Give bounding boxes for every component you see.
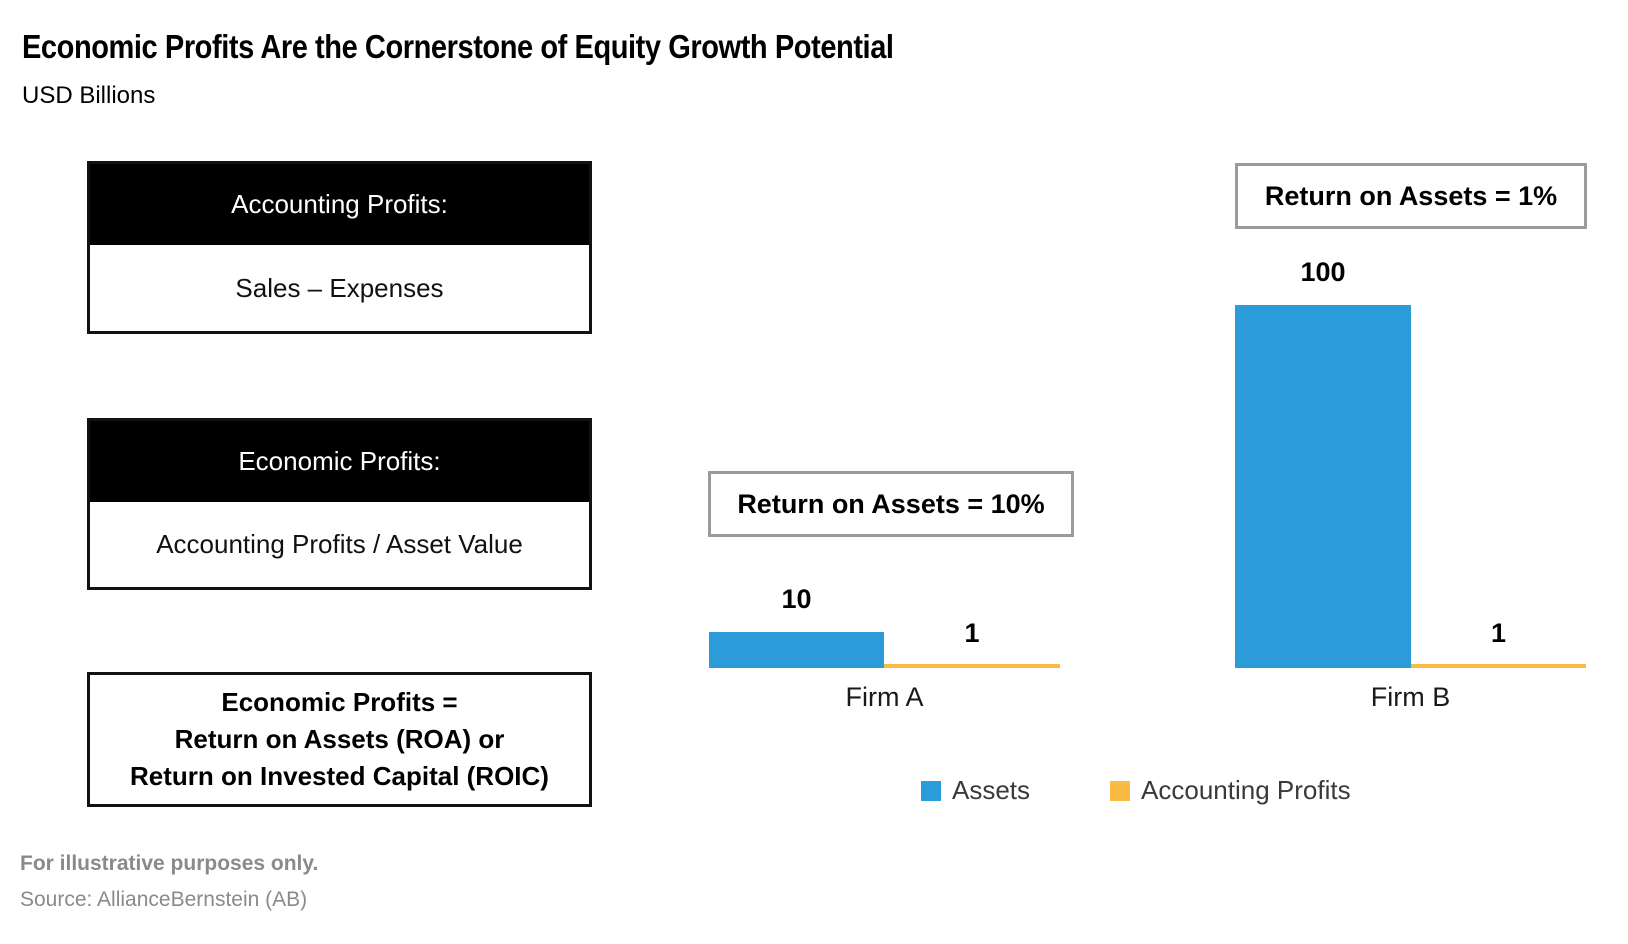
legend-label: Accounting Profits	[1141, 775, 1351, 805]
bar-firm-a-accounting-profits	[884, 664, 1060, 668]
definition-box-economic-profits: Economic Profits: Accounting Profits / A…	[87, 418, 592, 590]
illustrative-note: For illustrative purposes only.	[20, 852, 319, 875]
definition-header: Economic Profits:	[90, 421, 589, 502]
legend-item-assets: Assets	[921, 775, 1030, 806]
value-label-firm-b-assets: 100	[1300, 257, 1346, 287]
assets-swatch-icon	[921, 780, 941, 801]
formula-box: Economic Profits = Return on Assets (ROA…	[87, 672, 592, 807]
definition-header: Accounting Profits:	[90, 164, 589, 245]
definition-box-accounting-profits: Accounting Profits: Sales – Expenses	[87, 161, 592, 334]
category-label-firm-a: Firm A	[845, 682, 924, 712]
value-label-firm-a-assets: 10	[781, 584, 812, 614]
chart-legend: Assets Accounting Profits	[921, 775, 1351, 806]
source-note: Source: AllianceBernstein (AB)	[20, 888, 308, 911]
bar-firm-a-assets	[709, 632, 884, 668]
definition-body: Accounting Profits / Asset Value	[156, 529, 523, 559]
formula-line: Return on Invested Capital (ROIC)	[130, 761, 549, 791]
page-subtitle: USD Billions	[22, 82, 156, 109]
roa-callout-firm-a: Return on Assets = 10%	[708, 471, 1074, 537]
bar-firm-b-accounting-profits	[1411, 664, 1586, 668]
formula-line: Return on Assets (ROA) or	[174, 724, 505, 754]
bar-firm-b-assets	[1235, 305, 1411, 668]
legend-label: Assets	[952, 775, 1031, 805]
legend-item-accounting-profits: Accounting Profits	[1110, 775, 1351, 806]
roa-callout-firm-b: Return on Assets = 1%	[1235, 163, 1587, 229]
value-label-firm-b-profits: 1	[1490, 618, 1507, 648]
value-label-firm-a-profits: 1	[964, 618, 980, 648]
accounting-profits-swatch-icon	[1110, 780, 1131, 801]
page-title: Economic Profits Are the Cornerstone of …	[22, 28, 894, 65]
category-label-firm-b: Firm B	[1370, 682, 1451, 712]
definition-body: Sales – Expenses	[235, 272, 444, 303]
formula-line: Economic Profits =	[221, 687, 458, 717]
